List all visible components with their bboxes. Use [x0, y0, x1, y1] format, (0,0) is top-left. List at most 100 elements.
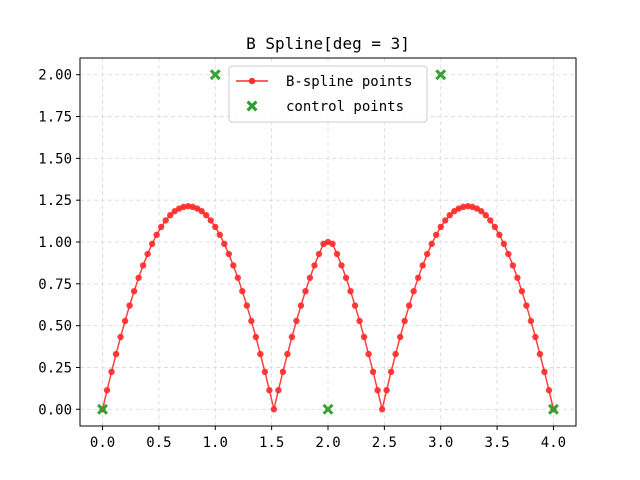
y-tick-label: 1.00 — [38, 235, 72, 251]
bspline-point — [369, 368, 377, 376]
bspline-point — [103, 387, 111, 394]
bspline-point — [203, 212, 210, 219]
bspline-point — [166, 212, 174, 219]
bspline-point — [108, 368, 115, 376]
bspline-point — [523, 302, 530, 309]
y-tick-label: 1.75 — [38, 110, 72, 126]
bspline-point — [360, 333, 368, 341]
bspline-point — [311, 262, 318, 269]
x-tick-label: 1.5 — [259, 435, 284, 451]
bspline-point — [347, 287, 354, 295]
bspline-point — [216, 231, 223, 239]
bspline-point — [545, 387, 553, 394]
bspline-point — [302, 287, 309, 295]
bspline-point — [527, 317, 535, 325]
bspline-point — [130, 287, 138, 295]
legend-label-bspline: B-spline points — [286, 74, 412, 90]
y-tick-label: 1.50 — [38, 151, 72, 167]
bspline-point — [536, 350, 544, 358]
bspline-point — [239, 287, 246, 295]
bspline-point — [257, 350, 264, 358]
bspline-point — [207, 217, 214, 224]
bspline-point — [414, 274, 422, 281]
x-tick-label: 2.5 — [372, 435, 397, 451]
bspline-point — [315, 250, 323, 258]
bspline-point — [284, 350, 291, 358]
bspline-point — [157, 223, 165, 231]
bspline-point — [139, 262, 147, 269]
x-tick-label: 4.0 — [541, 435, 566, 451]
y-tick-label: 2.00 — [38, 68, 72, 84]
bspline-point — [342, 274, 350, 281]
bspline-point — [509, 262, 517, 269]
bspline-point — [387, 368, 395, 376]
x-tick-label: 3.0 — [428, 435, 453, 451]
bspline-point — [221, 240, 228, 248]
bspline-point — [532, 333, 539, 341]
bspline-point — [153, 231, 160, 239]
bspline-point — [478, 208, 485, 215]
bspline-point — [135, 274, 142, 281]
y-tick-label: 0.75 — [38, 277, 72, 293]
bspline-point — [279, 368, 287, 376]
y-tick-label: 0.25 — [38, 360, 72, 376]
bspline-point — [428, 240, 435, 248]
x-tick-label: 3.5 — [484, 435, 509, 451]
legend-box — [228, 65, 428, 123]
bspline-point — [505, 250, 512, 258]
bspline-point — [424, 250, 431, 258]
bspline-point — [500, 240, 508, 248]
bspline-point — [446, 212, 453, 219]
bspline-point — [541, 368, 548, 376]
bspline-point — [401, 317, 408, 325]
bspline-point — [374, 387, 381, 394]
bspline-point — [126, 302, 133, 309]
bspline-point — [121, 317, 129, 325]
bspline-point — [117, 333, 124, 341]
bspline-point — [148, 240, 156, 248]
bspline-point — [275, 387, 282, 394]
bspline-point — [225, 250, 232, 258]
bspline-point — [293, 317, 300, 325]
series-layer — [97, 69, 559, 415]
bspline-point — [230, 262, 237, 269]
control-point — [209, 69, 221, 81]
x-tick-label: 2.0 — [315, 435, 340, 451]
y-axis: 0.00 0.25 0.50 0.75 1.00 1.25 1.50 1.75 2.00 — [38, 68, 80, 418]
control-point — [547, 403, 559, 415]
bspline-point — [405, 302, 413, 309]
bspline-point — [329, 240, 336, 248]
bspline-point — [410, 287, 417, 295]
bspline-point — [338, 262, 345, 269]
bspline-point — [252, 333, 260, 341]
bspline-point — [112, 350, 120, 358]
bspline-point — [356, 317, 363, 325]
bspline-point — [514, 274, 521, 281]
bspline-point — [383, 387, 390, 394]
bspline-point — [297, 302, 305, 309]
bspline-point — [333, 250, 341, 258]
bspline-point — [248, 317, 255, 325]
x-tick-label: 0.0 — [90, 435, 115, 451]
bspline-point — [365, 350, 372, 358]
x-axis: 0.0 0.5 1.0 1.5 2.0 2.5 3.0 3.5 4.0 — [90, 426, 566, 451]
bspline-point — [243, 302, 251, 309]
bspline-point — [437, 223, 444, 231]
legend-label-control: control points — [286, 99, 404, 115]
bspline-point — [487, 217, 494, 224]
bspline-point — [198, 208, 205, 215]
bspline-point — [419, 262, 426, 269]
bspline-point — [266, 387, 273, 394]
bspline-point — [261, 368, 269, 376]
bspline-point — [392, 350, 399, 358]
bspline-point — [396, 333, 404, 341]
chart-title: B Spline[deg = 3] — [246, 34, 410, 53]
bspline-point — [234, 274, 242, 281]
bspline-point — [270, 406, 278, 413]
control-point — [322, 403, 334, 415]
bspline-point — [433, 231, 440, 239]
y-tick-label: 1.25 — [38, 193, 72, 209]
y-tick-label: 0.50 — [38, 319, 72, 335]
control-point — [97, 403, 109, 415]
